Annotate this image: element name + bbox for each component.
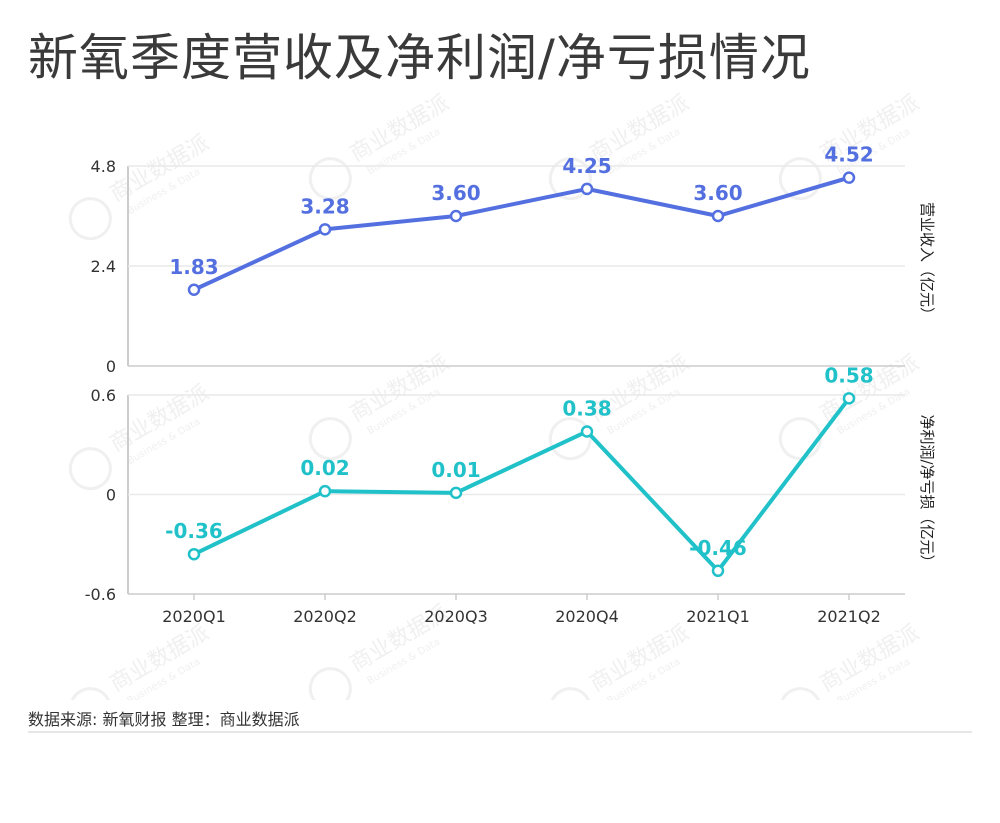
data-label: 3.60	[693, 181, 742, 205]
x-tick-label: 2020Q3	[424, 607, 488, 626]
watermark-logo-icon	[68, 687, 112, 700]
data-label: 0.38	[562, 396, 611, 420]
watermark-logo-icon	[68, 197, 112, 241]
y-tick-label: 2.4	[91, 257, 116, 276]
profit-panel: -0.6 0 0.6 -0.36 0.02 0.01 0.38 -0.46 0.58 净利润/净亏…	[85, 363, 936, 604]
data-point	[711, 209, 725, 223]
data-point	[842, 392, 856, 405]
y-axis-title: 营业收入（亿元）	[918, 202, 936, 322]
watermark-logo-icon	[548, 157, 592, 201]
watermark-logo-icon	[548, 687, 592, 700]
y-tick-label: 0	[106, 357, 116, 376]
data-point	[842, 171, 856, 184]
chart-title: 新氧季度营收及净利润/净亏损情况	[28, 29, 811, 87]
data-point	[580, 425, 594, 438]
watermark-logo-icon	[308, 667, 352, 700]
watermark-logo-icon	[308, 417, 352, 461]
footer-divider	[28, 731, 972, 733]
watermark-logo-icon	[308, 157, 352, 201]
data-point	[187, 547, 201, 561]
watermark-logo-icon	[778, 157, 822, 201]
x-tick-label: 2020Q1	[162, 607, 226, 626]
data-label: 3.28	[300, 194, 349, 218]
x-tick-label: 2020Q2	[293, 607, 357, 626]
data-label: -0.36	[165, 519, 223, 543]
source-note: 数据来源: 新氧财报 整理：商业数据派	[28, 710, 300, 729]
watermark-logo-icon	[778, 687, 822, 700]
y-axis-title: 净利润/净亏损（亿元）	[918, 414, 936, 569]
data-point	[318, 223, 332, 236]
watermark-logo-icon	[68, 447, 112, 491]
data-point	[449, 486, 463, 500]
data-point	[580, 182, 594, 196]
data-label: 0.58	[824, 363, 873, 387]
data-label: 0.01	[431, 458, 480, 482]
series-line	[193, 175, 850, 292]
revenue-panel: 0 2.4 4.8 1.83 3.28 3.60 4.25 3.60 4.52 营业收入（亿元）	[91, 143, 936, 376]
x-tick-label: 2020Q4	[555, 607, 619, 626]
data-label: 4.25	[562, 154, 611, 178]
y-tick-label: 4.8	[91, 157, 116, 176]
data-point	[318, 484, 332, 498]
x-tick-label: 2021Q1	[686, 607, 750, 626]
data-label: -0.46	[689, 536, 747, 560]
series-line	[193, 397, 851, 573]
y-tick-label: -0.6	[85, 585, 116, 604]
data-label: 1.83	[169, 255, 218, 279]
y-tick-label: 0.6	[91, 386, 116, 405]
x-tick-label: 2021Q2	[817, 607, 881, 626]
data-point	[449, 209, 463, 223]
data-label: 0.02	[300, 456, 349, 480]
data-label: 3.60	[431, 181, 480, 205]
watermark-logo-icon	[778, 417, 822, 461]
data-point	[711, 564, 725, 578]
data-point	[187, 283, 201, 296]
y-tick-label: 0	[106, 486, 116, 505]
data-label: 4.52	[824, 143, 873, 167]
